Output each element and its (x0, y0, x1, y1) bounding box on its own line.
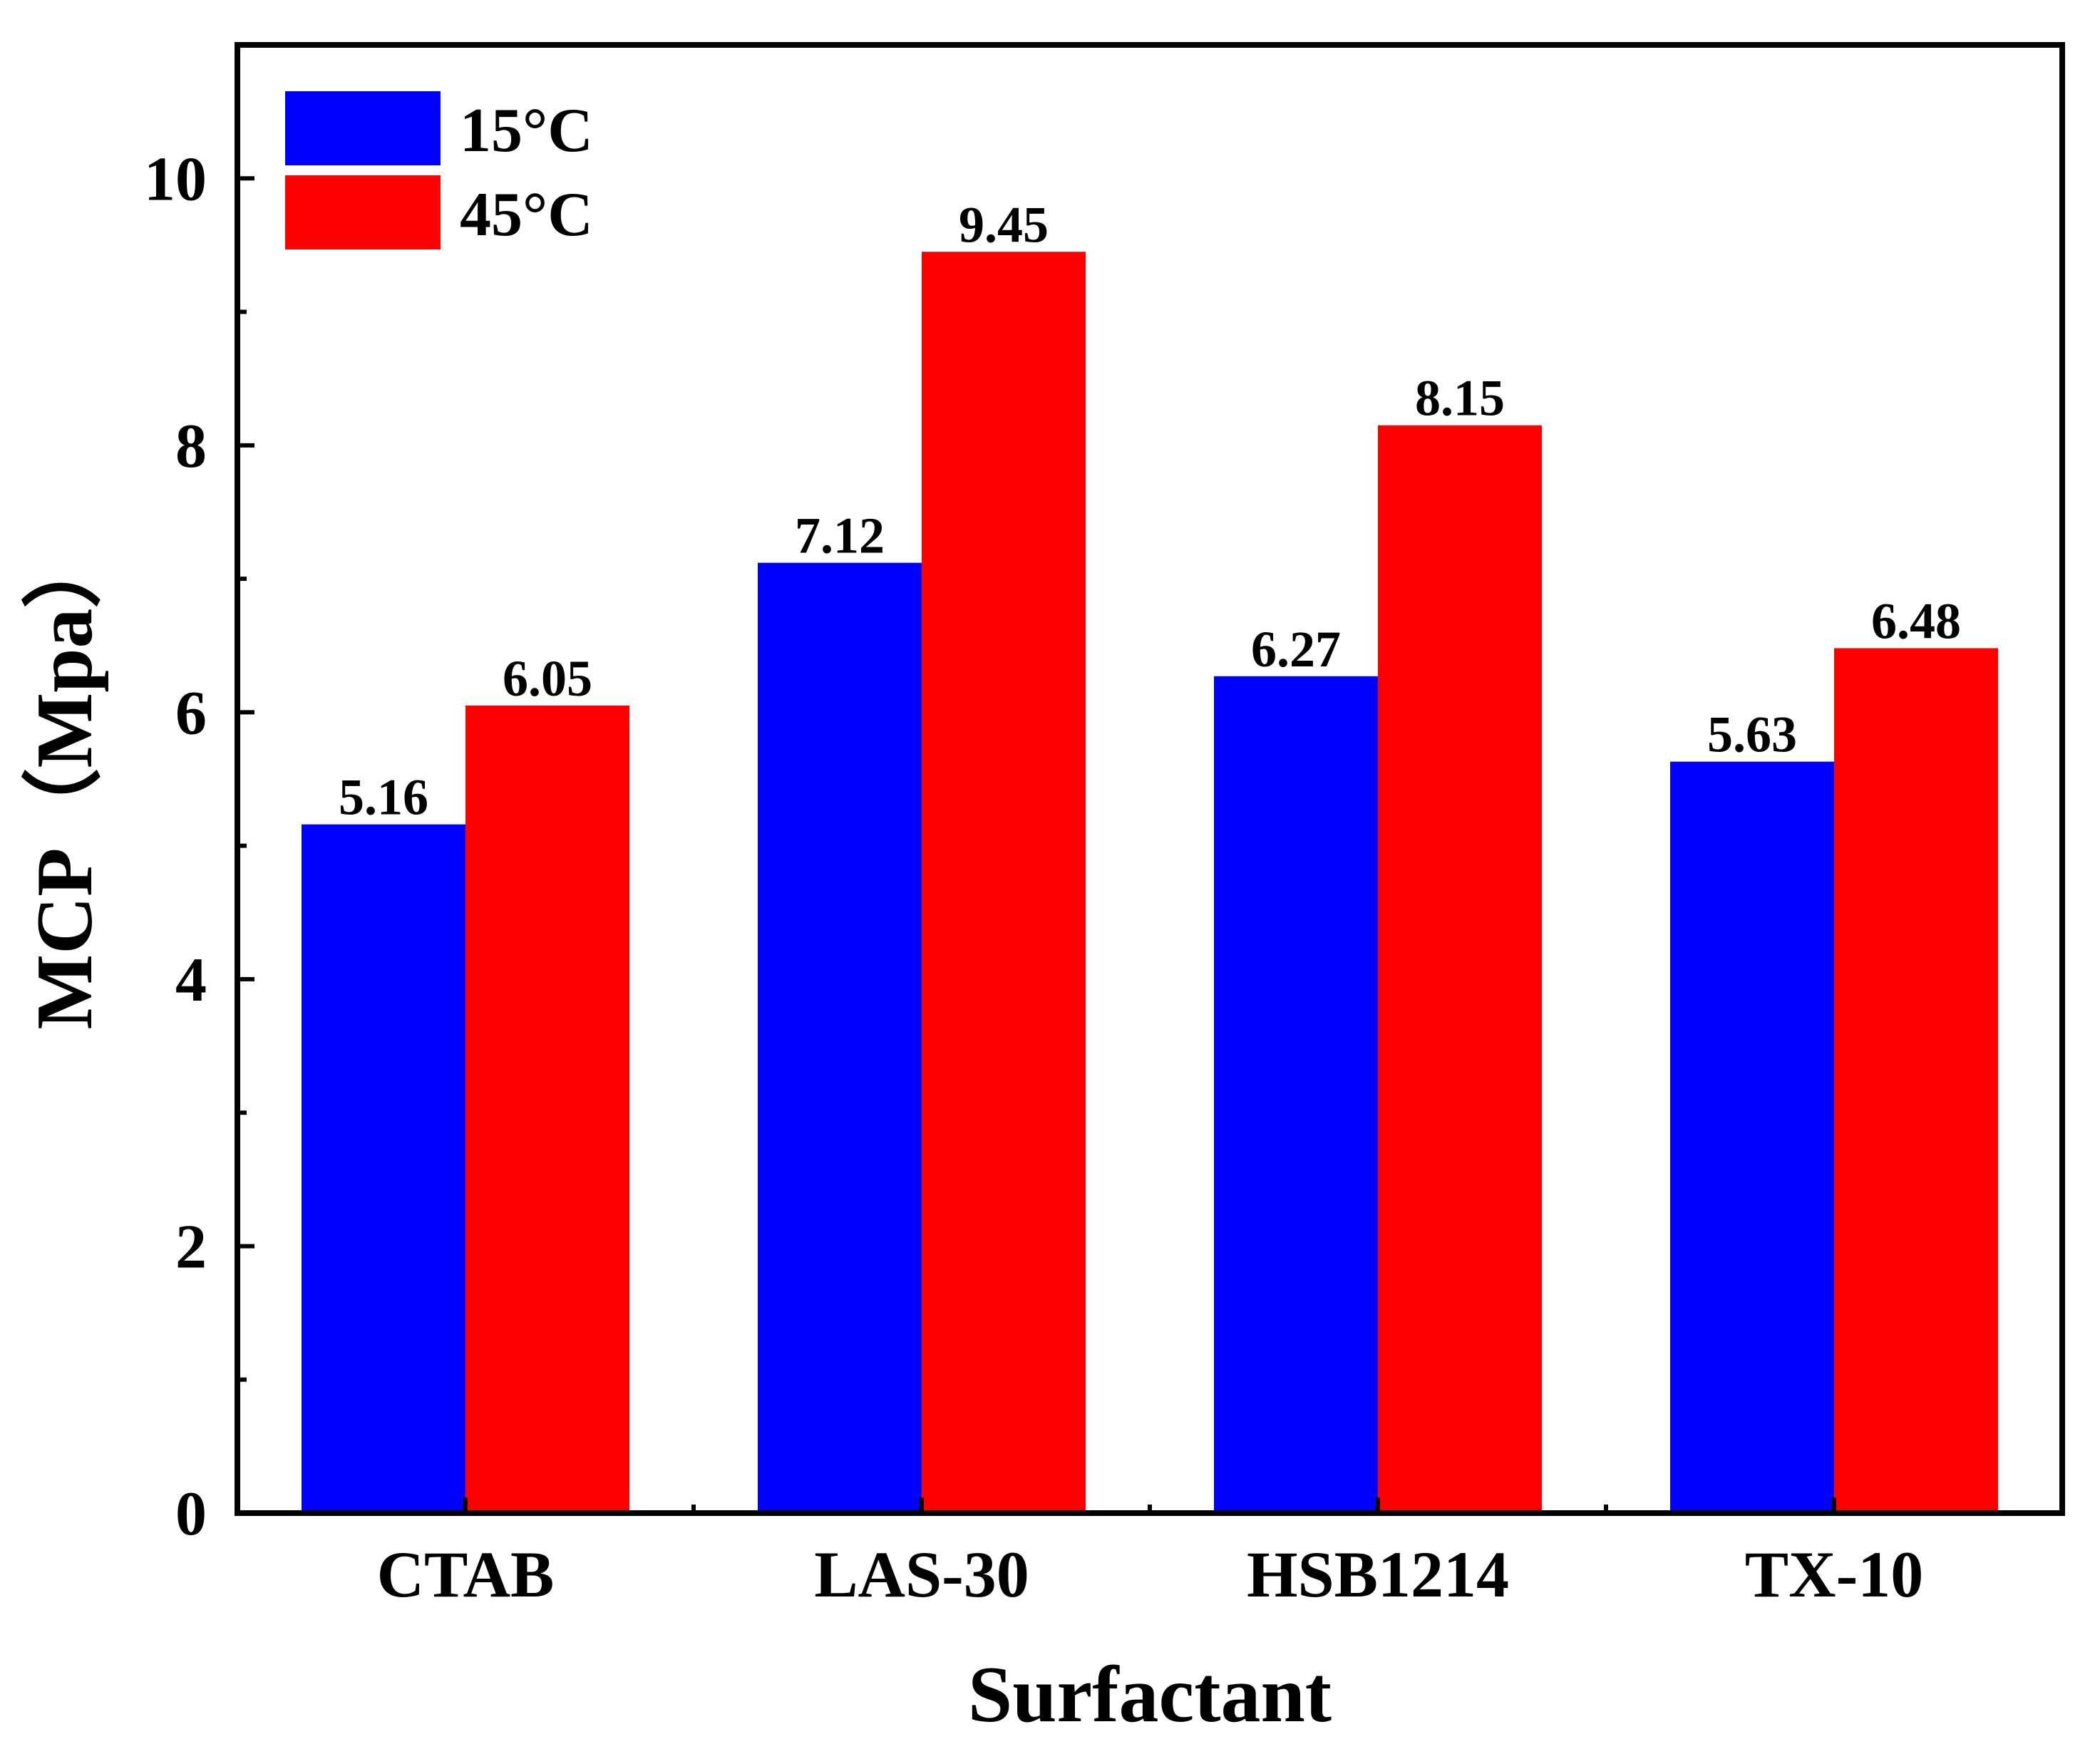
y-tick-label-2: 2 (175, 1212, 207, 1281)
data-label-ctab-45c: 6.05 (503, 650, 592, 707)
y-axis-title: MCP（Mpa） (21, 528, 109, 1029)
y-tick-label-6: 6 (175, 679, 207, 748)
x-tick-label-tx-10: TX-10 (1745, 1538, 1923, 1611)
x-tick-label-hsb1214: HSB1214 (1247, 1538, 1509, 1611)
bar-las-30-15c (758, 562, 922, 1513)
bar-ctab-45c (465, 706, 629, 1513)
bar-tx-10-15c (1670, 761, 1834, 1513)
bar-hsb1214-15c (1214, 676, 1378, 1513)
data-label-tx-10-15c: 5.63 (1707, 706, 1797, 763)
legend: 15°C 45°C (285, 91, 593, 249)
ticks-group (237, 176, 1836, 1515)
data-label-tx-10-45c: 6.48 (1871, 592, 1961, 649)
x-axis-title: Surfactant (968, 1651, 1332, 1739)
bar-tx-10-45c (1834, 648, 1998, 1514)
legend-label-15c: 15°C (460, 96, 593, 165)
y-tick-label-4: 4 (175, 946, 207, 1015)
data-label-hsb1214-15c: 6.27 (1251, 621, 1341, 678)
y-tick-label-10: 10 (144, 145, 207, 214)
x-tick-label-ctab: CTAB (377, 1538, 555, 1611)
bars-group (302, 252, 1998, 1514)
data-label-hsb1214-45c: 8.15 (1415, 370, 1505, 427)
bar-las-30-45c (922, 252, 1086, 1514)
x-tick-label-las-30: LAS-30 (814, 1538, 1029, 1611)
legend-swatch-15c (285, 91, 441, 165)
bar-hsb1214-45c (1378, 425, 1542, 1513)
x-tick-labels: CTAB LAS-30 HSB1214 TX-10 (377, 1538, 1924, 1611)
legend-label-45c: 45°C (460, 180, 593, 249)
y-tick-label-8: 8 (175, 412, 207, 481)
legend-swatch-45c (285, 175, 441, 249)
y-tick-labels: 0 2 4 6 8 10 (144, 145, 207, 1549)
data-labels-group: 5.16 6.05 7.12 9.45 6.27 8.15 5.63 6.48 (339, 196, 1961, 825)
data-label-las-30-15c: 7.12 (795, 507, 885, 564)
data-label-ctab-15c: 5.16 (339, 769, 428, 826)
y-tick-label-0: 0 (175, 1480, 207, 1549)
data-label-las-30-45c: 9.45 (959, 196, 1049, 253)
bar-ctab-15c (302, 824, 465, 1513)
